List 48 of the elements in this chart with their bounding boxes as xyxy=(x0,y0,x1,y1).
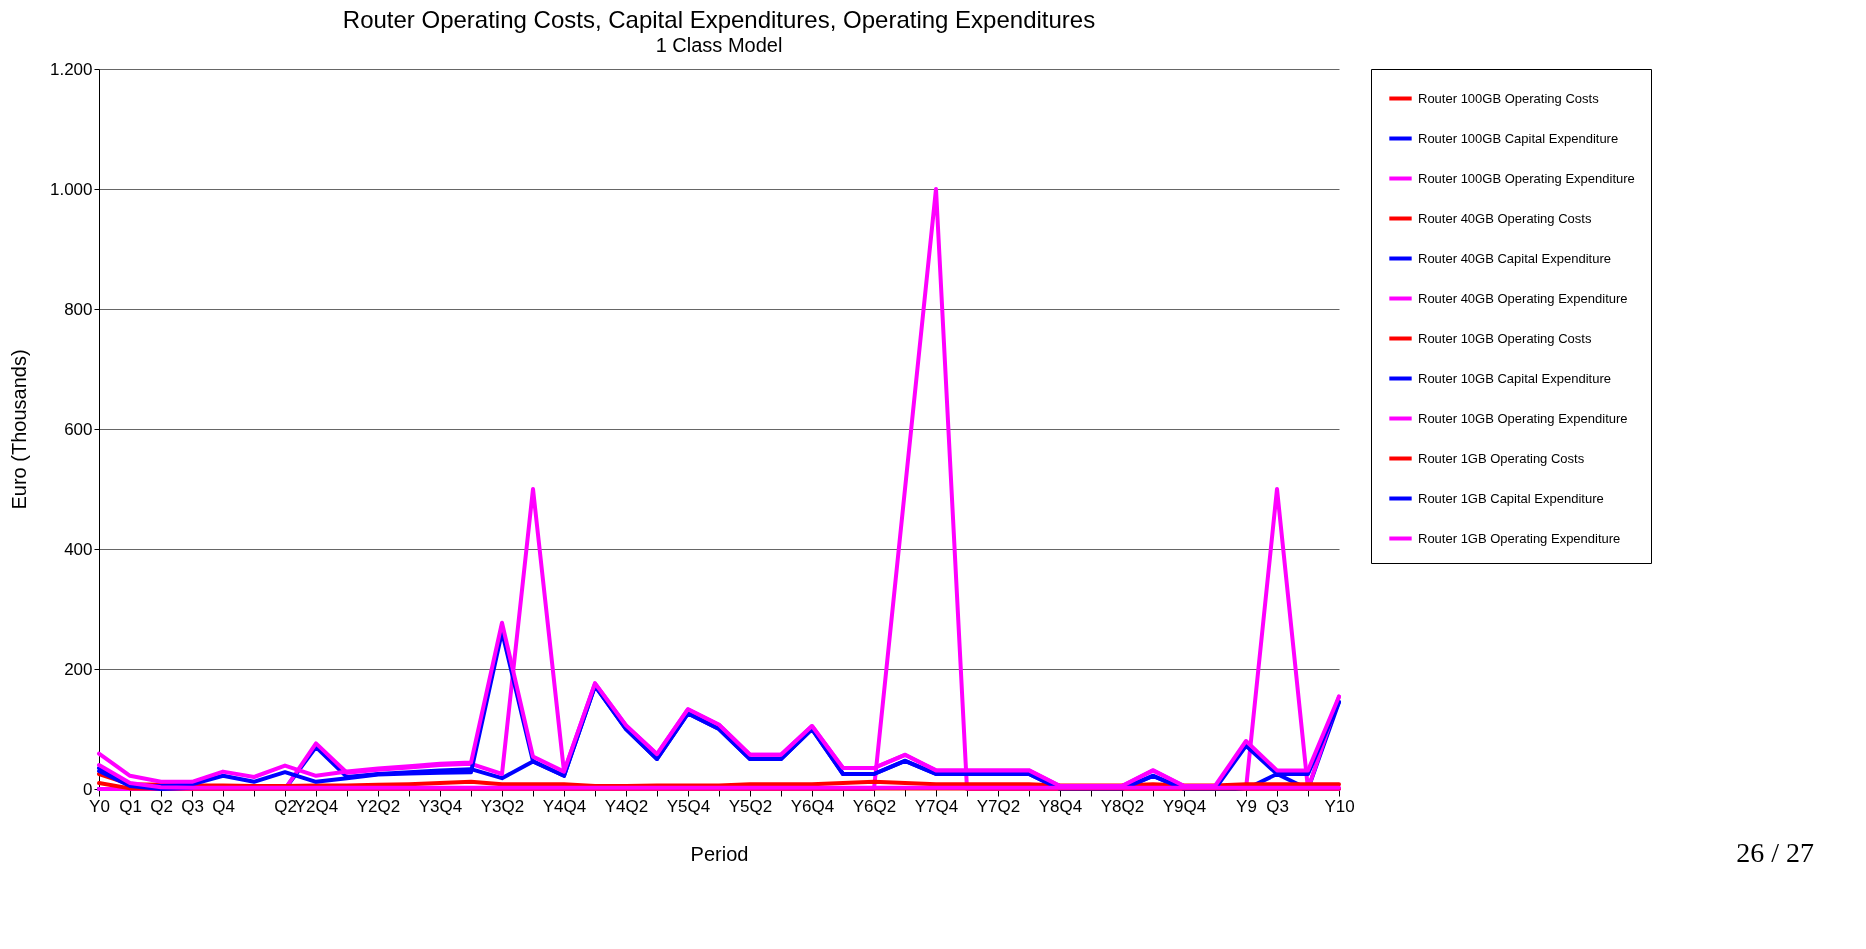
x-tick-label: Y7Q2 xyxy=(976,796,1021,816)
legend-label: Router 10GB Capital Expenditure xyxy=(1418,370,1611,386)
x-tick-label: Q2 xyxy=(274,796,297,816)
x-tick-label: Y3Q2 xyxy=(480,796,525,816)
x-tick-label: Y8Q2 xyxy=(1100,796,1145,816)
x-tick-label: Y5Q2 xyxy=(728,796,773,816)
x-tick-label: Q3 xyxy=(181,796,204,816)
x-tick-label: Y5Q4 xyxy=(666,796,711,816)
x-tick-label: Q1 xyxy=(119,796,142,816)
x-tick-label: Y6Q2 xyxy=(852,796,897,816)
y-tick-label: 1.200 xyxy=(49,59,93,79)
chart-subtitle: 1 Class Model xyxy=(655,34,783,56)
legend-label: Router 10GB Operating Costs xyxy=(1418,330,1592,346)
x-tick-label: Y7Q4 xyxy=(914,796,959,816)
legend-label: Router 100GB Operating Expenditure xyxy=(1418,170,1635,186)
x-tick-label: Y2Q2 xyxy=(356,796,401,816)
legend-label: Router 10GB Operating Expenditure xyxy=(1418,410,1628,426)
x-tick-label: Q2 xyxy=(150,796,173,816)
x-tick-label: Y2Q4 xyxy=(294,796,339,816)
legend-label: Router 100GB Operating Costs xyxy=(1418,90,1600,106)
x-tick-label: Y3Q4 xyxy=(418,796,463,816)
x-tick-label: Y9Q4 xyxy=(1162,796,1207,816)
x-tick-label: Y4Q4 xyxy=(542,796,587,816)
legend-label: Router 100GB Capital Expenditure xyxy=(1418,130,1619,146)
x-tick-label: Y10 xyxy=(1324,796,1355,816)
y-axis-title: Euro (Thousands) xyxy=(7,349,30,510)
legend-label: Router 1GB Operating Expenditure xyxy=(1418,530,1621,546)
x-axis-title: Period xyxy=(690,842,749,865)
x-tick-label: Y8Q4 xyxy=(1038,796,1083,816)
legend-label: Router 40GB Operating Costs xyxy=(1418,210,1592,226)
legend-label: Router 40GB Capital Expenditure xyxy=(1418,250,1611,266)
x-tick-label: Q4 xyxy=(212,796,235,816)
chart-title: Router Operating Costs, Capital Expenditures, Operating Expenditures xyxy=(342,6,1096,33)
legend-label: Router 1GB Capital Expenditure xyxy=(1418,490,1604,506)
x-tick-label: Y4Q2 xyxy=(604,796,649,816)
y-tick-label: 200 xyxy=(64,659,93,679)
x-tick-label: Y0 xyxy=(89,796,110,816)
legend-label: Router 40GB Operating Expenditure xyxy=(1418,290,1628,306)
y-tick-label: 800 xyxy=(64,299,93,319)
legend-label: Router 1GB Operating Costs xyxy=(1418,450,1585,466)
y-tick-label: 600 xyxy=(64,419,93,439)
y-tick-label: 400 xyxy=(64,539,93,559)
y-tick-label: 1.000 xyxy=(49,179,93,199)
x-tick-label: Q3 xyxy=(1266,796,1289,816)
x-tick-label: Y6Q4 xyxy=(790,796,835,816)
y-tick-label: 0 xyxy=(83,779,93,799)
text: 26 / 27 xyxy=(1736,837,1814,869)
x-tick-label: Y9 xyxy=(1236,796,1257,816)
